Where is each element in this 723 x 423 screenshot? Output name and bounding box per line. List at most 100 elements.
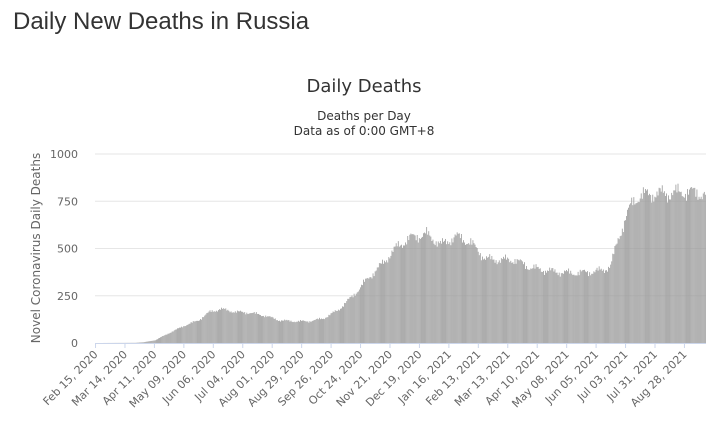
bar: [407, 236, 409, 343]
bar: [637, 201, 639, 343]
bar: [517, 259, 519, 343]
chart-subtitle-line2: Data as of 0:00 GMT+8: [294, 124, 435, 138]
bar: [614, 246, 616, 343]
bar: [537, 266, 539, 343]
bar: [532, 268, 534, 343]
bar: [288, 320, 290, 343]
bar: [215, 310, 217, 343]
bar: [454, 234, 456, 343]
bar: [421, 237, 422, 343]
bar: [393, 246, 395, 343]
bar: [424, 232, 425, 343]
bar: [249, 313, 251, 343]
bar: [394, 246, 396, 343]
bar: [450, 245, 452, 343]
bar: [376, 267, 378, 343]
bar: [331, 312, 333, 343]
bar: [325, 317, 327, 343]
bar: [704, 194, 706, 343]
bar: [197, 320, 198, 343]
bar: [202, 317, 204, 343]
bar: [443, 241, 444, 343]
bar: [588, 276, 590, 343]
bar: [283, 320, 285, 343]
bar: [503, 256, 504, 343]
bar: [329, 315, 331, 343]
bar: [612, 253, 614, 343]
y-tick-label: 1000: [50, 148, 78, 161]
bar: [279, 320, 280, 343]
bar: [260, 315, 261, 343]
bar: [152, 340, 154, 343]
bar: [459, 238, 461, 343]
bar: [308, 322, 310, 343]
bar: [475, 247, 477, 343]
bar: [208, 311, 210, 343]
bar: [529, 269, 531, 343]
bar: [488, 256, 490, 343]
bar: [520, 260, 522, 343]
bar: [386, 260, 388, 343]
bar: [619, 236, 621, 343]
bar: [258, 313, 259, 343]
bar: [168, 333, 170, 343]
bar: [387, 262, 389, 343]
bar: [296, 321, 298, 343]
bar: [507, 257, 509, 343]
bar: [253, 312, 255, 343]
bar: [280, 321, 281, 343]
bar: [671, 192, 673, 343]
bar: [155, 339, 157, 343]
y-tick-label: 500: [57, 243, 78, 256]
bar: [577, 271, 579, 343]
bar: [169, 332, 171, 343]
bar: [468, 243, 470, 343]
bar: [333, 312, 335, 343]
bar: [651, 202, 653, 343]
bar: [471, 244, 473, 343]
bar: [498, 260, 500, 343]
bar: [561, 273, 563, 343]
bar: [546, 272, 547, 343]
bar: [269, 316, 271, 343]
bar: [285, 320, 287, 343]
bar: [638, 202, 640, 343]
y-tick-label: 250: [57, 290, 78, 303]
bar: [170, 332, 172, 343]
bar: [597, 270, 599, 343]
bar: [647, 189, 648, 343]
bar: [496, 264, 498, 343]
bar: [653, 201, 655, 343]
bar: [273, 319, 275, 343]
bar: [266, 316, 268, 343]
bar: [429, 235, 431, 343]
bar: [250, 313, 252, 343]
bar: [432, 239, 434, 343]
bar: [474, 244, 476, 343]
bar: [181, 326, 183, 343]
bar: [141, 342, 143, 343]
bar: [530, 268, 532, 343]
bar: [702, 193, 704, 343]
bar: [662, 192, 664, 343]
y-tick-label: 750: [57, 195, 78, 208]
bar: [449, 242, 451, 343]
bar: [478, 255, 480, 343]
bar: [456, 232, 458, 343]
bar: [204, 315, 206, 343]
bar: [564, 270, 565, 343]
bar: [448, 243, 450, 343]
bar: [354, 295, 356, 343]
bar: [513, 264, 515, 343]
bar: [263, 315, 265, 343]
bar: [145, 341, 147, 343]
bar: [511, 262, 513, 343]
bar: [526, 266, 527, 343]
bar: [219, 309, 220, 343]
bar: [289, 321, 291, 343]
bar: [568, 268, 570, 343]
bar: [414, 235, 416, 343]
bar: [351, 295, 353, 343]
y-tick-label: 0: [71, 337, 78, 350]
